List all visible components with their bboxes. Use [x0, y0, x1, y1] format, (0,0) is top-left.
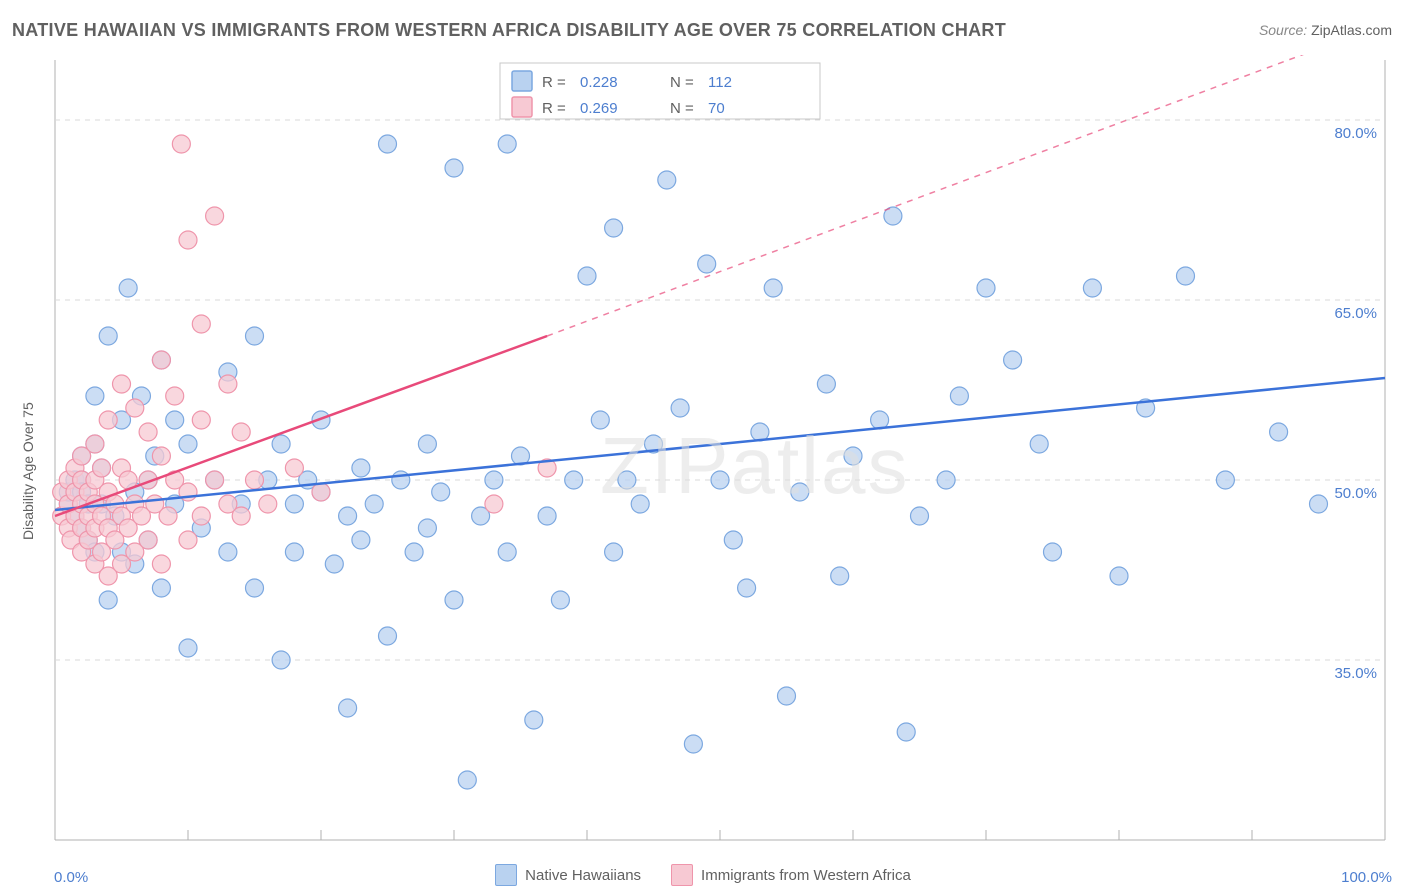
svg-text:80.0%: 80.0% — [1334, 125, 1377, 142]
svg-text:35.0%: 35.0% — [1334, 665, 1377, 682]
svg-text:50.0%: 50.0% — [1334, 485, 1377, 502]
legend-item-hawaiians: Native Hawaiians — [495, 864, 641, 886]
svg-text:R =: R = — [542, 74, 566, 91]
svg-text:N =: N = — [670, 74, 694, 91]
chart-title: NATIVE HAWAIIAN VS IMMIGRANTS FROM WESTE… — [12, 20, 1006, 41]
bottom-legend: Native Hawaiians Immigrants from Western… — [0, 864, 1406, 886]
legend-swatch-hawaiians — [495, 864, 517, 886]
source-prefix: Source: — [1259, 22, 1307, 38]
legend-swatch-immigrants — [671, 864, 693, 886]
svg-text:112: 112 — [708, 74, 732, 91]
svg-text:0.228: 0.228 — [580, 74, 618, 91]
scatter-plot: 35.0% 50.0% 65.0% 80.0% R = 0.228 N = 112 R = 0.2… — [50, 55, 1390, 845]
chart-container: NATIVE HAWAIIAN VS IMMIGRANTS FROM WESTE… — [0, 0, 1406, 892]
svg-text:65.0%: 65.0% — [1334, 305, 1377, 322]
y-axis-label: Disability Age Over 75 — [20, 402, 36, 540]
svg-text:R =: R = — [542, 100, 566, 117]
source-label: Source: ZipAtlas.com — [1259, 22, 1392, 38]
svg-text:70: 70 — [708, 100, 725, 117]
legend-label-hawaiians: Native Hawaiians — [525, 867, 641, 884]
legend-label-immigrants: Immigrants from Western Africa — [701, 867, 911, 884]
svg-text:0.269: 0.269 — [580, 100, 618, 117]
svg-text:N =: N = — [670, 100, 694, 117]
legend-item-immigrants: Immigrants from Western Africa — [671, 864, 911, 886]
source-value: ZipAtlas.com — [1311, 22, 1392, 38]
